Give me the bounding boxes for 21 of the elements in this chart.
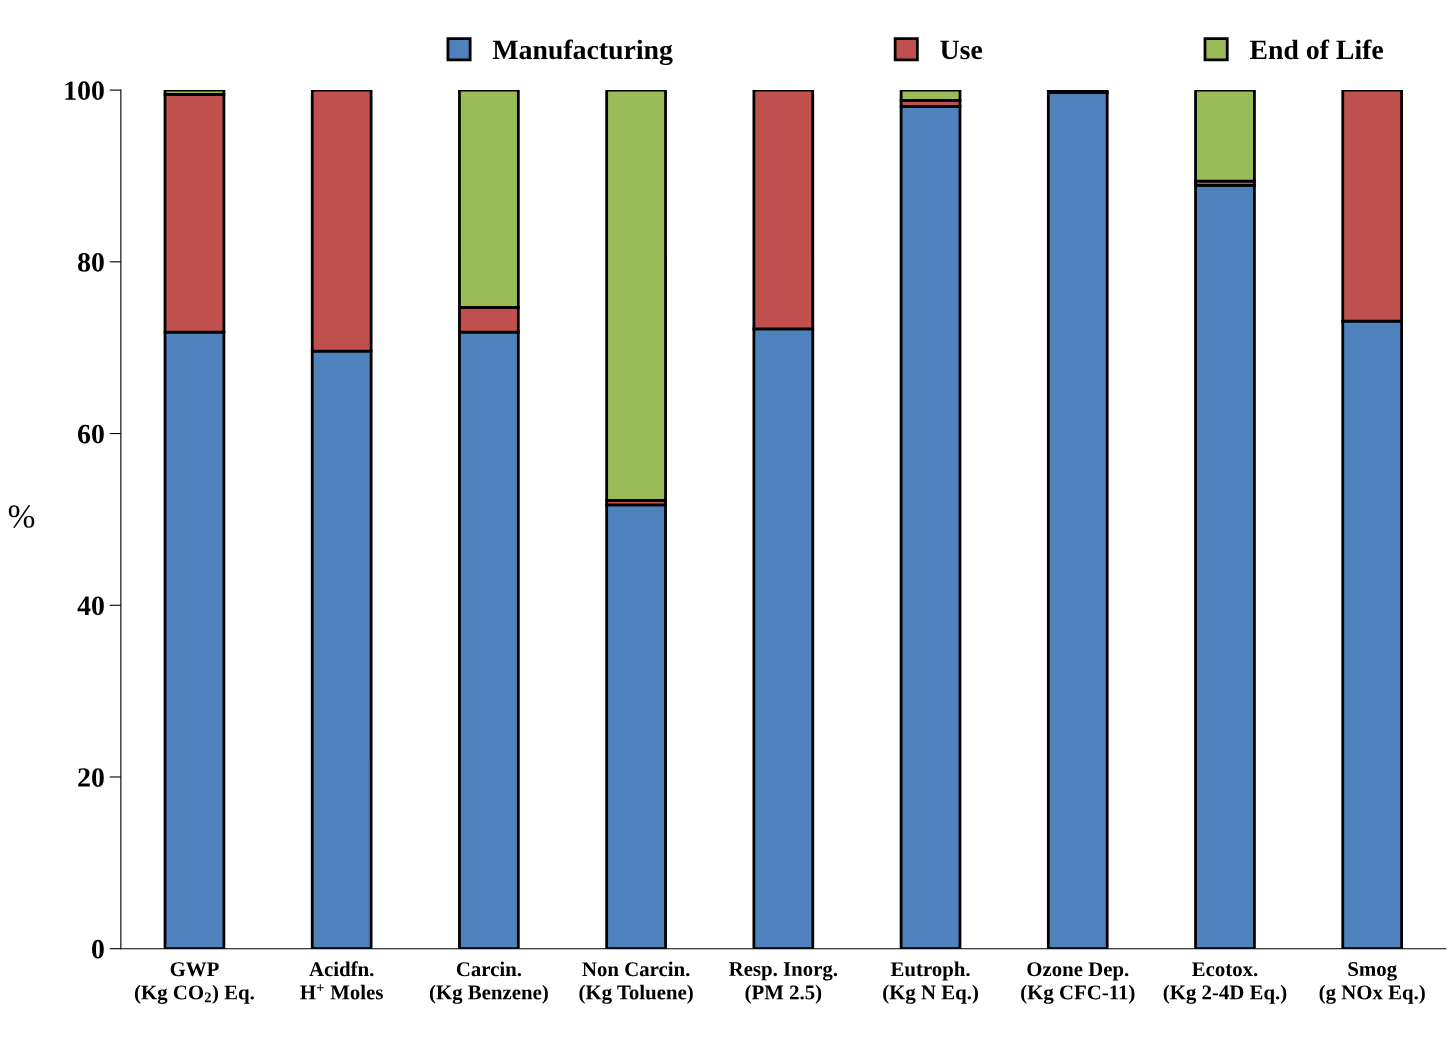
y-tick-label: 80 [78, 252, 104, 272]
bar [1194, 90, 1256, 183]
legend-label: End of Life [1249, 39, 1384, 60]
x-tick-label: Acidfn. H$^{+}$ Moles [300, 961, 383, 1000]
x-tick-label: Ecotox. (Kg 2-4D Eq.) [1163, 962, 1287, 1004]
legend-label: Manufacturing [492, 39, 673, 66]
legend-label: Use [940, 40, 983, 60]
bar [605, 90, 667, 502]
y-tick-label: 0 [92, 939, 104, 959]
y-tick-label: 40 [77, 596, 104, 616]
y-tick-label: 100 [65, 81, 104, 101]
x-tick-label: Resp. Inorg. (PM 2.5) [728, 962, 838, 1004]
x-tick-label: Ozone Dep. (Kg CFC-11) [1021, 962, 1135, 1004]
x-tick-label: Carcin. (Kg Benzene) [429, 961, 548, 1004]
x-tick-label: Smog (g NOx Eq.) [1319, 962, 1425, 1004]
x-tick-label: GWP (Kg CO$_{2}$) Eq. [134, 962, 254, 1004]
y-axis-title: % [8, 505, 35, 528]
y-tick-label: 60 [78, 424, 104, 444]
x-tick-label: Eutroph. (Kg N Eq.) [883, 961, 978, 1004]
y-tick-label: 20 [78, 768, 104, 787]
x-tick-label: Non Carcin. (Kg Toluene) [579, 961, 693, 1004]
